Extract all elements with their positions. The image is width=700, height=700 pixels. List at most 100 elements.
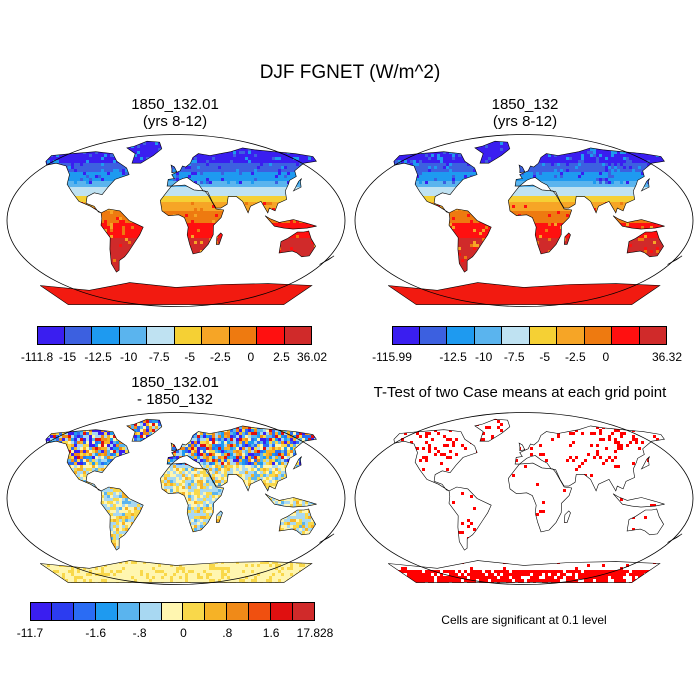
colorbar-label: -5 [539,350,550,364]
coastline-indonesia [612,215,665,230]
colorbar-label: 36.32 [652,350,682,364]
colorbar-frame [30,602,315,621]
colorbar-label: -7.5 [504,350,525,364]
colorbar-swatch [612,326,640,345]
coastline-northAmerica [393,151,478,214]
figure-title: DJF FGNET (W/m^2) [0,62,700,84]
colorbar-swatch [183,602,206,621]
colorbar-label: -.8 [133,626,147,640]
coastline-madagascar [215,232,223,245]
map-panel-top-right [354,134,694,307]
panel-title-top-left: 1850_132.01 (yrs 8-12) [5,96,345,130]
coastline-japan [292,456,302,470]
map-top-right [354,134,694,307]
colorbar-label: -2.5 [210,350,231,364]
colorbar-swatch [51,602,74,621]
coastline-greenland [474,140,511,164]
panel-title-line1: 1850_132 [355,96,695,113]
panel-title-bottom-left: 1850_132.01 - 1850_132 [5,374,345,408]
coastline-africa [159,184,225,255]
coastline-greenland [474,418,511,442]
coastline-antarctica [40,282,313,305]
colorbar-swatch [95,602,118,621]
colorbar-swatch [227,602,250,621]
coastline-antarctica [388,560,661,583]
coastline-australia [278,230,316,258]
colorbar-swatch [584,326,612,345]
map-frame [6,412,346,585]
colorbar-swatch [502,326,530,345]
coastline-eurasia [514,147,665,214]
panel-title-line2: (yrs 8-12) [355,113,695,130]
colorbar-swatch [392,326,420,345]
map-bottom-left [6,412,346,585]
coastline-africa [159,462,225,533]
map-boundary [355,412,693,585]
coastline-northAmerica [393,429,478,492]
coastline-antarctica [388,282,661,305]
colorbar-label: -111.8 [21,350,53,364]
coastline-madagascar [563,510,571,523]
colorbar-label: 0 [180,626,187,640]
colorbar-frame [37,326,312,345]
map-frame [6,134,346,307]
colorbar-swatch [447,326,475,345]
colorbar-frame [392,326,667,345]
colorbar-swatch [202,326,230,345]
coastline-northAmerica [45,151,130,214]
panel-title-line2: - 1850_132 [5,391,345,408]
panel-title-line1: T-Test of two Case means at each grid po… [340,384,700,401]
colorbar-swatch [117,602,140,621]
colorbar-swatch [474,326,502,345]
map-frame [354,134,694,307]
colorbar-swatch [529,326,557,345]
coastline-southAmerica [448,208,492,273]
colorbar-label: -115.99 [372,350,412,364]
coastline-africa [507,462,573,533]
colorbar-label: 36.02 [297,350,327,364]
colorbar-label: -1.6 [85,626,106,640]
map-top-left [6,134,346,307]
panel-title-line1: 1850_132.01 [5,374,345,391]
map-bottom-right [354,412,694,585]
colorbar-swatch [249,602,272,621]
colorbar-label: 0 [603,350,610,364]
colorbar-label: -11.7 [17,626,43,640]
coastline-britain [518,164,526,174]
colorbar-label: -10 [475,350,492,364]
colorbar-label: -12.5 [439,350,466,364]
coastline-britain [170,164,178,174]
coastline-indonesia [612,493,665,508]
map-panel-bottom-left [6,412,346,585]
coastline-japan [292,178,302,192]
coastline-eurasia [514,425,665,492]
significance-note: Cells are significant at 0.1 level [353,613,695,627]
colorbar-swatch [161,602,184,621]
coastline-antarctica [40,560,313,583]
coastline-australia [278,508,316,536]
coastline-eurasia [166,147,317,214]
panel-title-bottom-right: T-Test of two Case means at each grid po… [340,384,700,401]
colorbar-swatch [174,326,202,345]
colorbar-swatch [271,602,294,621]
colorbar-swatch [92,326,120,345]
coastline-australia [626,230,664,258]
colorbar-label: 2.5 [273,350,290,364]
panel-title-line1: 1850_132.01 [5,96,345,113]
map-panel-bottom-right [354,412,694,585]
colorbar-label: 17.828 [297,626,334,640]
coastline-greenland [126,418,163,442]
map-panel-top-left [6,134,346,307]
coastline-eurasia [166,425,317,492]
colorbar-swatch [419,326,447,345]
coastline-greenland [126,140,163,164]
colorbar-label: 1.6 [263,626,280,640]
colorbar-swatch [37,326,65,345]
colorbar-label: -12.5 [84,350,111,364]
coastline-australia [626,508,664,536]
colorbar-swatch [257,326,285,345]
colorbar-swatch [147,326,175,345]
coastline-southAmerica [448,486,492,551]
coastline-northAmerica [45,429,130,492]
map-frame [354,412,694,585]
